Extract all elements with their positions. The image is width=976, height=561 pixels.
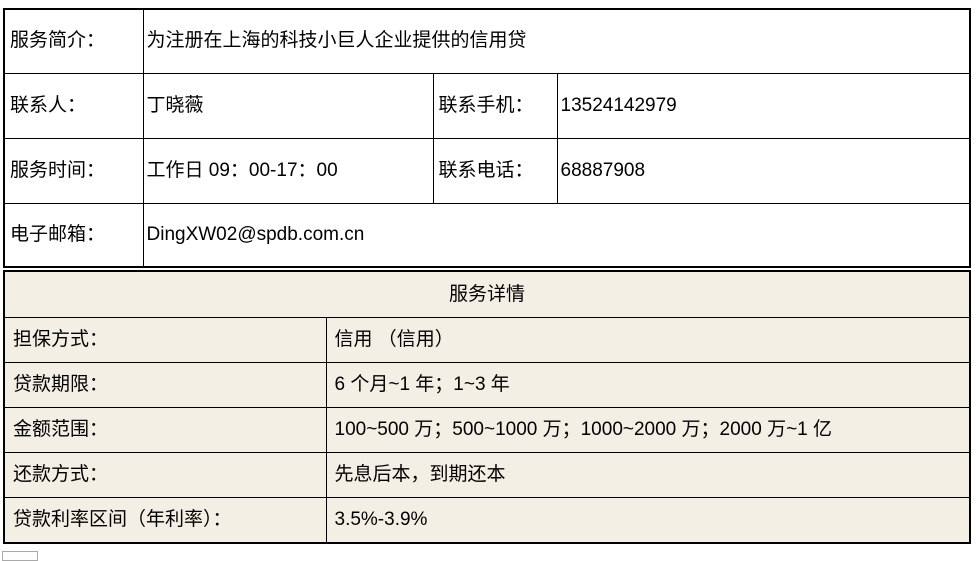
amount-range-label: 金额范围： (3, 407, 327, 453)
service-time-label: 服务时间： (3, 137, 144, 204)
table-row: 服务简介： 为注册在上海的科技小巨人企业提供的信用贷 (3, 8, 971, 74)
loan-term-value: 6 个月~1 年；1~3 年 (325, 362, 971, 408)
interest-rate-value: 3.5%-3.9% (325, 497, 971, 543)
table-row: 还款方式： 先息后本，到期还本 (3, 452, 971, 498)
email-label: 电子邮箱： (3, 202, 144, 268)
contact-phone-label: 联系电话： (432, 137, 558, 204)
table-row: 服务详情 (3, 270, 971, 318)
repayment-value: 先息后本，到期还本 (325, 452, 971, 498)
service-intro-value: 为注册在上海的科技小巨人企业提供的信用贷 (142, 8, 971, 74)
contact-phone-value: 68887908 (556, 137, 971, 204)
table-row: 金额范围： 100~500 万；500~1000 万；1000~2000 万；2… (3, 407, 971, 453)
guarantee-label: 担保方式： (3, 317, 327, 363)
contact-mobile-label: 联系手机： (432, 72, 558, 139)
table-row: 服务时间： 工作日 09：00-17：00 联系电话： 68887908 (3, 137, 971, 204)
detail-table-title: 服务详情 (3, 270, 971, 318)
cutoff-bottom-left-element[interactable] (2, 551, 38, 561)
table-row: 联系人： 丁晓薇 联系手机： 13524142979 (3, 72, 971, 139)
table-row: 贷款期限： 6 个月~1 年；1~3 年 (3, 362, 971, 408)
table-row: 贷款利率区间（年利率）： 3.5%-3.9% (3, 497, 971, 543)
service-intro-label: 服务简介： (3, 8, 144, 74)
loan-term-label: 贷款期限： (3, 362, 327, 408)
repayment-label: 还款方式： (3, 452, 327, 498)
contact-person-label: 联系人： (3, 72, 144, 139)
amount-range-value: 100~500 万；500~1000 万；1000~2000 万；2000 万~… (325, 407, 971, 453)
guarantee-value: 信用 （信用） (325, 317, 971, 363)
contact-mobile-value: 13524142979 (556, 72, 971, 139)
interest-rate-label: 贷款利率区间（年利率）： (3, 497, 327, 543)
service-detail-table: 服务详情 担保方式： 信用 （信用） 贷款期限： 6 个月~1 年；1~3 年 … (3, 270, 972, 544)
email-value: DingXW02@spdb.com.cn (142, 202, 971, 268)
service-time-value: 工作日 09：00-17：00 (142, 137, 434, 204)
contact-person-value: 丁晓薇 (142, 72, 434, 139)
table-row: 电子邮箱： DingXW02@spdb.com.cn (3, 202, 971, 268)
service-info-table: 服务简介： 为注册在上海的科技小巨人企业提供的信用贷 联系人： 丁晓薇 联系手机… (3, 8, 972, 268)
table-row: 担保方式： 信用 （信用） (3, 317, 971, 363)
